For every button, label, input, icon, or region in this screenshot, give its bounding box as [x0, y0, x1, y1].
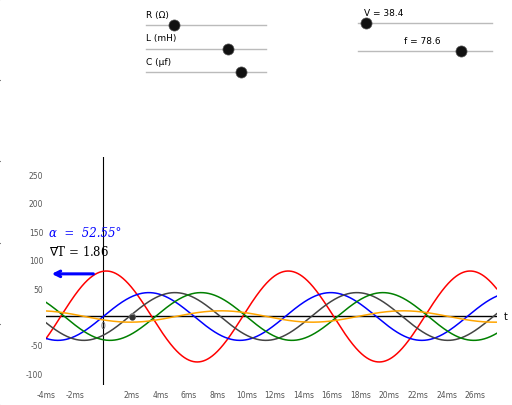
- Text: f = 78.6: f = 78.6: [404, 37, 441, 46]
- Text: t: t: [504, 311, 508, 321]
- Text: α  =  52.55°: α = 52.55°: [49, 226, 121, 239]
- Text: V = 38.4: V = 38.4: [364, 9, 403, 18]
- Text: R (Ω): R (Ω): [146, 11, 169, 20]
- Text: C (μf): C (μf): [146, 58, 171, 67]
- Text: L (mH): L (mH): [146, 34, 176, 43]
- Text: $\nabla$T = 1.86: $\nabla$T = 1.86: [49, 244, 109, 258]
- Text: 0: 0: [101, 321, 106, 330]
